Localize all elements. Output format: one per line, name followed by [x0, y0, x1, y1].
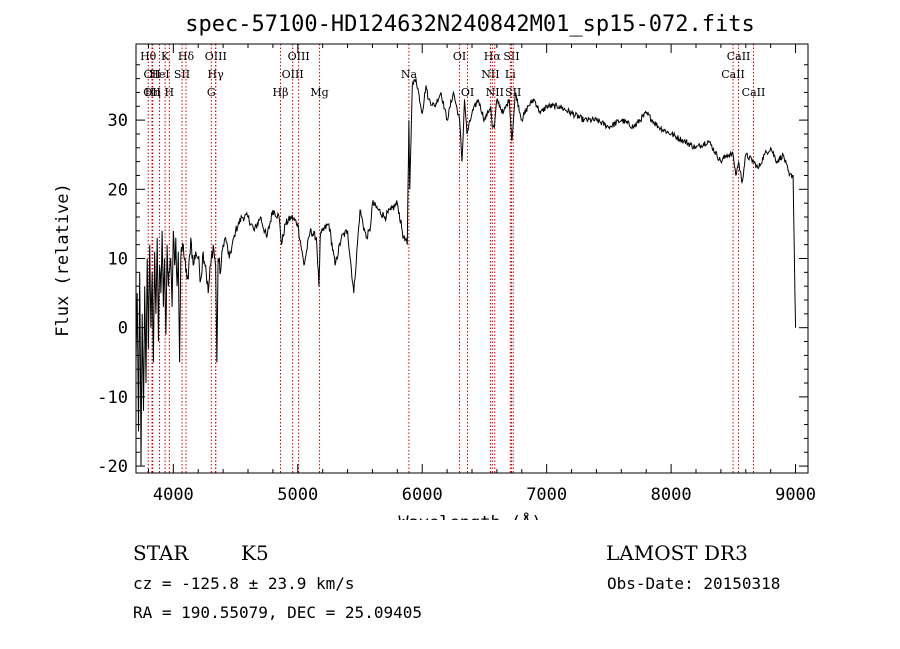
x-tick-label: 7000	[526, 485, 567, 505]
marker-label: SII	[505, 86, 521, 99]
marker-label: OI	[461, 86, 474, 99]
marker-label: SII	[174, 68, 190, 81]
marker-label: OIII	[288, 50, 310, 63]
y-axis-label: Flux (relative)	[53, 183, 73, 337]
marker-label: Li	[505, 68, 516, 81]
marker-label: CaII	[727, 50, 751, 63]
marker-label: OI	[453, 50, 466, 63]
marker-label: CaII	[742, 86, 766, 99]
x-axis-label: Wavelength (Å)	[398, 511, 541, 520]
marker-label: Hα	[484, 50, 502, 63]
y-axis: -20 -10 0 10 20 30	[97, 64, 808, 477]
chart-title: spec-57100-HD124632N240842M01_sp15-072.f…	[185, 12, 755, 37]
marker-label: Hδ	[178, 50, 195, 63]
y-tick-label: 10	[108, 250, 128, 270]
survey-name: LAMOST DR3	[606, 541, 748, 565]
marker-label: Na	[401, 68, 418, 81]
marker-label: CII	[143, 68, 160, 81]
x-tick-label: 5000	[277, 485, 318, 505]
x-tick-label: 4000	[153, 485, 194, 505]
plot-frame	[135, 43, 809, 474]
marker-label: G	[207, 86, 216, 99]
x-tick-label: 9000	[775, 485, 816, 505]
x-axis: 4000 5000 6000 7000 8000 9000	[147, 44, 816, 505]
marker-label: Hβ	[273, 86, 289, 99]
y-tick-label: 30	[108, 111, 128, 131]
y-tick-label: -10	[97, 388, 128, 408]
marker-label: NII	[486, 86, 504, 99]
y-tick-label: 20	[108, 180, 128, 200]
marker-label: Hη	[145, 86, 161, 99]
marker-label: H	[165, 86, 175, 99]
marker-label: Hγ	[208, 68, 225, 81]
x-tick-label: 6000	[402, 485, 443, 505]
marker-label: OIII	[282, 68, 304, 81]
marker-label: CaII	[721, 68, 745, 81]
marker-label: Hθ	[140, 50, 157, 63]
marker-label: OIII	[205, 50, 227, 63]
object-class: STAR	[133, 541, 189, 565]
observation-date: Obs-Date: 20150318	[607, 574, 781, 593]
spectrum-chart: spec-57100-HD124632N240842M01_sp15-072.f…	[53, 12, 816, 520]
marker-label: HeI	[149, 68, 169, 81]
spectrum-line	[135, 78, 797, 467]
marker-label: OII	[143, 86, 161, 99]
object-subclass: K5	[241, 541, 269, 565]
y-tick-label: -20	[97, 457, 128, 477]
spectrum-series	[135, 78, 797, 467]
marker-label: Mg	[310, 86, 328, 99]
coordinates: RA = 190.55079, DEC = 25.09405	[133, 603, 422, 622]
marker-label: K	[161, 50, 170, 63]
marker-label: SII	[503, 50, 519, 63]
marker-label: NII	[481, 68, 499, 81]
y-tick-label: 0	[118, 319, 128, 339]
redshift-velocity: cz = -125.8 ± 23.9 km/s	[133, 574, 355, 593]
x-tick-label: 8000	[651, 485, 692, 505]
